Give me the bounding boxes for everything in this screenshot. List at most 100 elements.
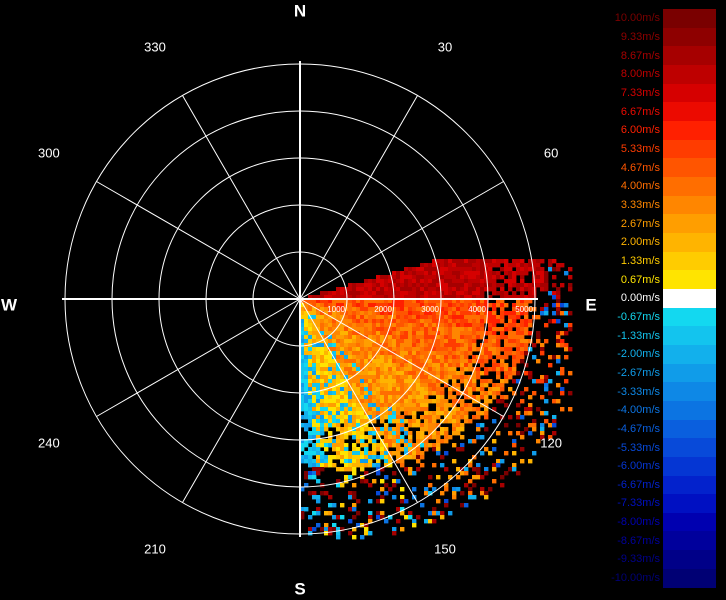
velocity-cell <box>492 275 497 280</box>
velocity-cell <box>360 299 365 304</box>
velocity-cell <box>520 347 525 352</box>
velocity-cell <box>392 483 397 488</box>
velocity-cell <box>372 479 377 484</box>
velocity-cell <box>340 331 345 336</box>
velocity-cell <box>424 367 429 372</box>
velocity-cell <box>324 311 329 316</box>
azimuth-spoke <box>299 298 418 503</box>
velocity-cell <box>408 291 413 296</box>
velocity-cell <box>356 283 361 288</box>
velocity-cell <box>412 275 417 280</box>
velocity-cell <box>372 443 377 448</box>
velocity-cell <box>556 267 561 272</box>
velocity-cell <box>356 363 361 368</box>
velocity-cell <box>364 407 369 412</box>
azimuth-spoke <box>96 181 301 300</box>
velocity-cell <box>396 359 401 364</box>
velocity-cell <box>468 303 473 308</box>
velocity-cell <box>376 295 381 300</box>
velocity-cell <box>380 323 385 328</box>
velocity-cell <box>368 343 373 348</box>
velocity-cell <box>324 371 329 376</box>
velocity-cell <box>392 407 397 412</box>
velocity-cell <box>512 291 517 296</box>
velocity-cell <box>476 415 481 420</box>
velocity-cell <box>308 459 313 464</box>
velocity-cell <box>452 295 457 300</box>
velocity-cell <box>464 395 469 400</box>
velocity-cell <box>364 279 369 284</box>
velocity-cell <box>316 303 321 308</box>
velocity-cell <box>368 303 373 308</box>
velocity-cell <box>384 375 389 380</box>
velocity-cell <box>328 383 333 388</box>
velocity-cell <box>420 303 425 308</box>
velocity-cell <box>444 295 449 300</box>
velocity-cell <box>452 343 457 348</box>
velocity-cell <box>348 319 353 324</box>
velocity-cell <box>336 427 341 432</box>
velocity-cell <box>396 311 401 316</box>
velocity-cell <box>552 419 557 424</box>
velocity-cell <box>456 303 461 308</box>
velocity-cell <box>312 335 317 340</box>
velocity-cell <box>440 419 445 424</box>
velocity-cell <box>380 315 385 320</box>
colorbar-label: 1.33m/s <box>620 254 660 267</box>
velocity-cell <box>308 527 313 532</box>
velocity-cell <box>472 267 477 272</box>
velocity-cell <box>448 339 453 344</box>
velocity-cell <box>432 415 437 420</box>
velocity-cell <box>364 287 369 292</box>
velocity-cell <box>328 319 333 324</box>
velocity-cell <box>304 383 309 388</box>
velocity-cell <box>484 331 489 336</box>
velocity-cell <box>512 323 517 328</box>
velocity-cell <box>336 403 341 408</box>
velocity-cell <box>312 459 317 464</box>
velocity-cell <box>344 447 349 452</box>
velocity-cell <box>460 375 465 380</box>
velocity-cell <box>452 351 457 356</box>
velocity-cell <box>388 395 393 400</box>
velocity-cell <box>300 343 305 348</box>
velocity-cell <box>468 287 473 292</box>
velocity-cell <box>400 391 405 396</box>
velocity-cell <box>500 395 505 400</box>
velocity-cell <box>448 279 453 284</box>
velocity-cell <box>312 427 317 432</box>
velocity-cell <box>392 435 397 440</box>
velocity-cell <box>556 295 561 300</box>
velocity-cell <box>416 363 421 368</box>
velocity-cell <box>364 315 369 320</box>
velocity-cell <box>484 415 489 420</box>
velocity-cell <box>404 339 409 344</box>
velocity-cell <box>432 351 437 356</box>
velocity-cell <box>360 331 365 336</box>
velocity-cell <box>360 415 365 420</box>
velocity-cell <box>540 275 545 280</box>
velocity-cell <box>424 391 429 396</box>
velocity-cell <box>340 527 345 532</box>
velocity-cell <box>316 299 321 304</box>
colorbar-swatch <box>663 176 716 197</box>
velocity-cell <box>452 375 457 380</box>
velocity-cell <box>348 367 353 372</box>
velocity-cell <box>388 455 393 460</box>
velocity-cell <box>420 307 425 312</box>
velocity-cell <box>388 275 393 280</box>
velocity-cell <box>316 435 321 440</box>
bearing-label-120: 120 <box>540 435 562 450</box>
velocity-cell <box>336 355 341 360</box>
velocity-cell <box>396 355 401 360</box>
velocity-cell <box>380 335 385 340</box>
velocity-cell <box>360 407 365 412</box>
velocity-cell <box>400 487 405 492</box>
velocity-cell <box>560 407 565 412</box>
velocity-cell <box>360 315 365 320</box>
velocity-cell <box>428 319 433 324</box>
velocity-cell <box>512 275 517 280</box>
velocity-cell <box>536 271 541 276</box>
velocity-cell <box>380 447 385 452</box>
velocity-cell <box>508 271 513 276</box>
